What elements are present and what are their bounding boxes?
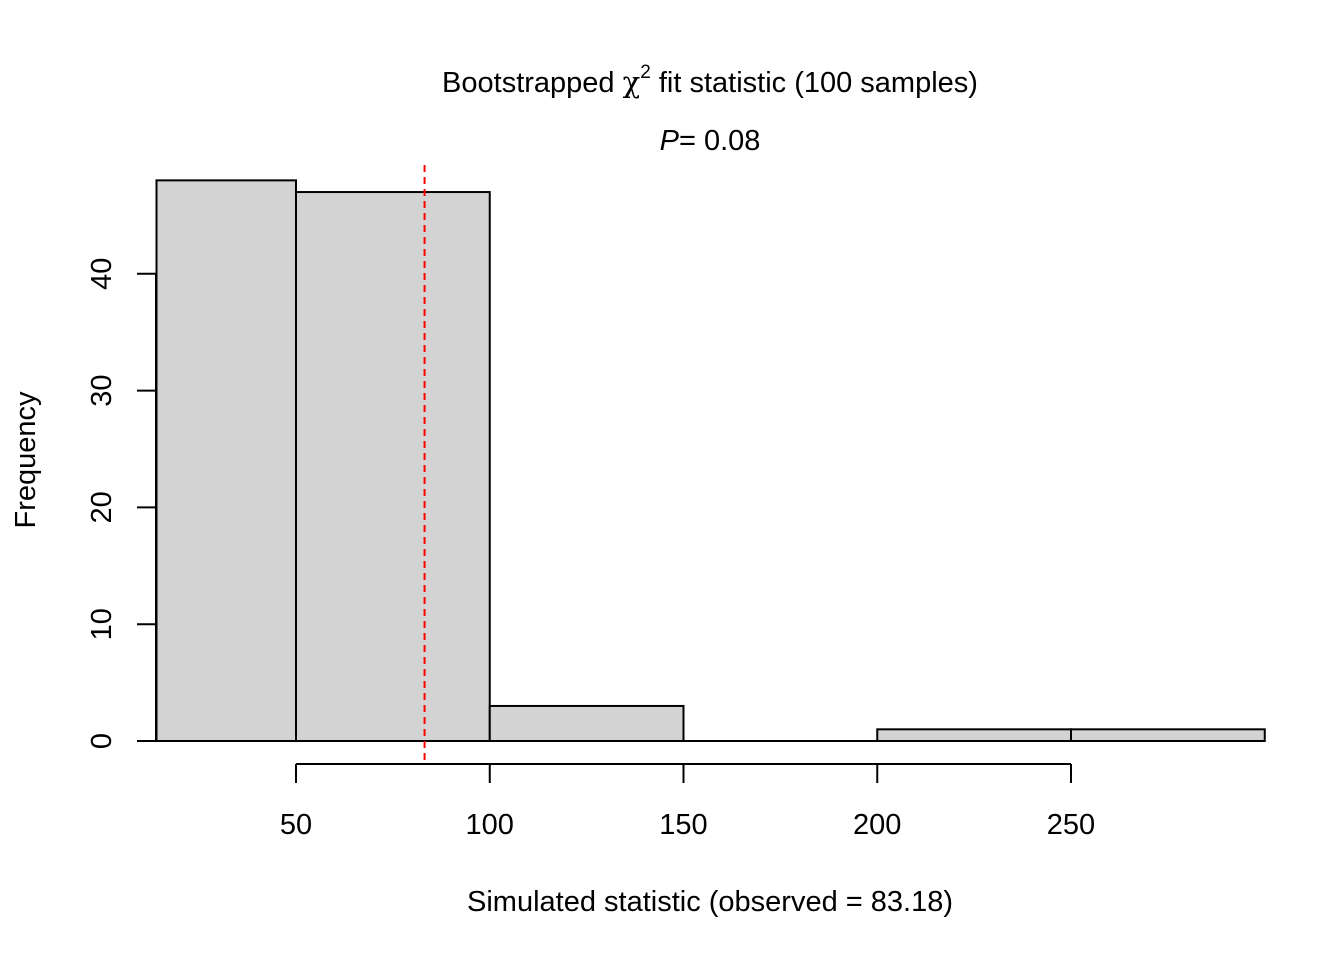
y-tick-label: 30 bbox=[86, 374, 118, 406]
y-tick-label: 10 bbox=[86, 608, 118, 640]
chart-subtitle: P= 0.08 bbox=[660, 125, 761, 157]
subtitle-p-italic: P bbox=[660, 125, 680, 157]
title-chi-symbol: χ bbox=[623, 65, 641, 99]
y-axis-label: Frequency bbox=[10, 391, 42, 529]
x-tick-label: 150 bbox=[659, 809, 707, 841]
histogram-bar-4 bbox=[876, 728, 1072, 743]
histogram-bar-1 bbox=[295, 191, 491, 743]
x-tick-label: 50 bbox=[280, 809, 312, 841]
y-tick-label: 40 bbox=[86, 258, 118, 290]
chart-title: Bootstrapped χ2 fit statistic (100 sampl… bbox=[442, 62, 978, 99]
title-text-after: fit statistic (100 samples) bbox=[651, 67, 978, 99]
bars-group bbox=[155, 179, 1266, 743]
y-tick-label: 0 bbox=[86, 733, 118, 749]
x-axis: 50 100 150 200 250 bbox=[280, 763, 1095, 841]
histogram-bar-2 bbox=[488, 704, 685, 743]
y-axis: 0 10 20 30 40 bbox=[86, 258, 157, 749]
subtitle-p-value: = 0.08 bbox=[679, 125, 760, 157]
x-tick-label: 250 bbox=[1047, 809, 1095, 841]
x-tick-label: 200 bbox=[853, 809, 901, 841]
histogram-bar-0 bbox=[155, 179, 297, 743]
histogram-bar-5 bbox=[1070, 728, 1266, 743]
title-text-before: Bootstrapped bbox=[442, 67, 623, 99]
title-superscript: 2 bbox=[640, 62, 651, 83]
x-tick-label: 100 bbox=[466, 809, 514, 841]
x-axis-label: Simulated statistic (observed = 83.18) bbox=[467, 886, 953, 918]
y-tick-label: 20 bbox=[86, 491, 118, 523]
